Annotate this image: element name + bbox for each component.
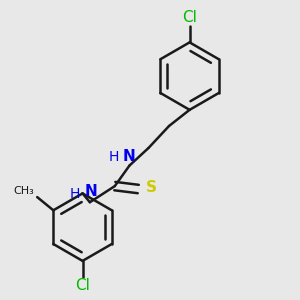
Text: CH₃: CH₃ (14, 186, 34, 196)
Text: H: H (108, 150, 119, 164)
Text: N: N (85, 184, 98, 199)
Text: N: N (123, 149, 136, 164)
Text: Cl: Cl (182, 10, 197, 25)
Text: Cl: Cl (75, 278, 90, 293)
Text: H: H (70, 187, 80, 201)
Text: S: S (146, 180, 157, 195)
